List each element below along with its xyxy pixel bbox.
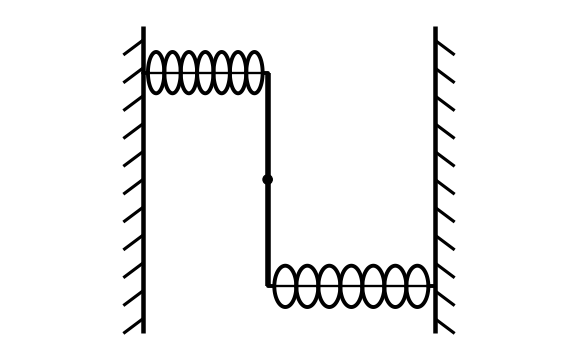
Circle shape: [263, 175, 272, 184]
